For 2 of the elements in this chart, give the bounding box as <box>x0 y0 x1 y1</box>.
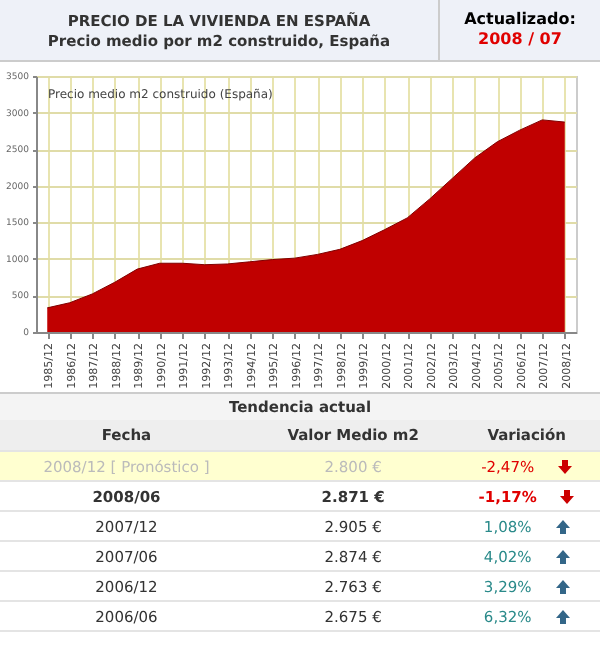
text: Actualizado: <box>462 10 578 30</box>
text: 2008 / 07 <box>476 30 564 50</box>
